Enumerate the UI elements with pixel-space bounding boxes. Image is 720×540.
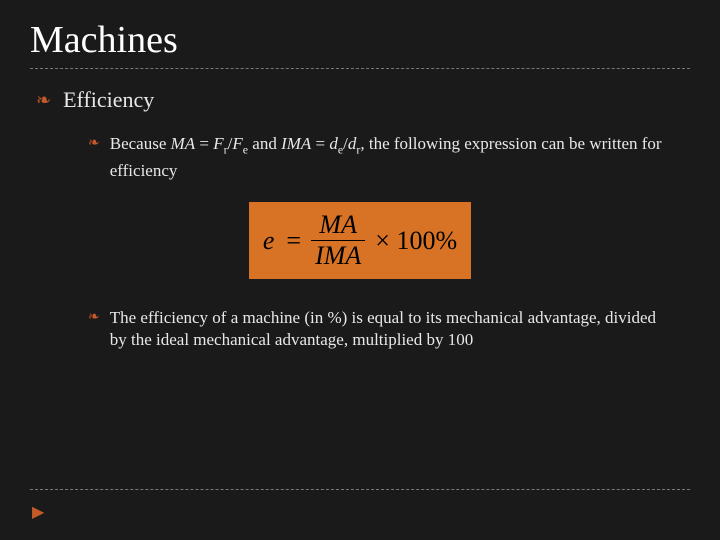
bullet-level2-a: ❧ Because MA = Fr/Fe and IMA = de/dr, th… (88, 133, 670, 182)
t: Because (110, 134, 171, 153)
ma: MA (171, 134, 196, 153)
formula-container: e = MA IMA × 100% (30, 202, 690, 279)
fr: F (213, 134, 223, 153)
bullet-icon: ❧ (36, 87, 51, 113)
t: = (195, 134, 213, 153)
slide: Machines ❧ Efficiency ❧ Because MA = Fr/… (0, 0, 720, 540)
bullet-icon: ❧ (88, 133, 100, 155)
footer-arrow-icon: ▶ (32, 502, 44, 522)
bullet-level2-a-text: Because MA = Fr/Fe and IMA = de/dr, the … (110, 133, 670, 182)
formula-denominator: IMA (311, 240, 365, 269)
bullet-level1: ❧ Efficiency (36, 87, 690, 113)
de: d (329, 134, 338, 153)
formula-equals: = (286, 226, 301, 256)
formula-numerator: MA (315, 212, 361, 240)
efficiency-formula: e = MA IMA × 100% (249, 202, 471, 279)
t: and (248, 134, 281, 153)
bullet-level2-b: ❧ The efficiency of a machine (in %) is … (88, 307, 670, 351)
formula-tail: × 100% (375, 226, 457, 256)
title-divider (30, 68, 690, 69)
bullet-level1-text: Efficiency (63, 87, 154, 113)
bullet-level2-b-text: The efficiency of a machine (in %) is eq… (110, 307, 670, 351)
page-title: Machines (30, 18, 690, 62)
t: = (311, 134, 329, 153)
fe: F (232, 134, 242, 153)
bullet-icon: ❧ (88, 307, 100, 329)
formula-fraction: MA IMA (311, 212, 365, 269)
formula-e: e (263, 226, 275, 256)
ima: IMA (281, 134, 311, 153)
footer-divider (30, 489, 690, 490)
